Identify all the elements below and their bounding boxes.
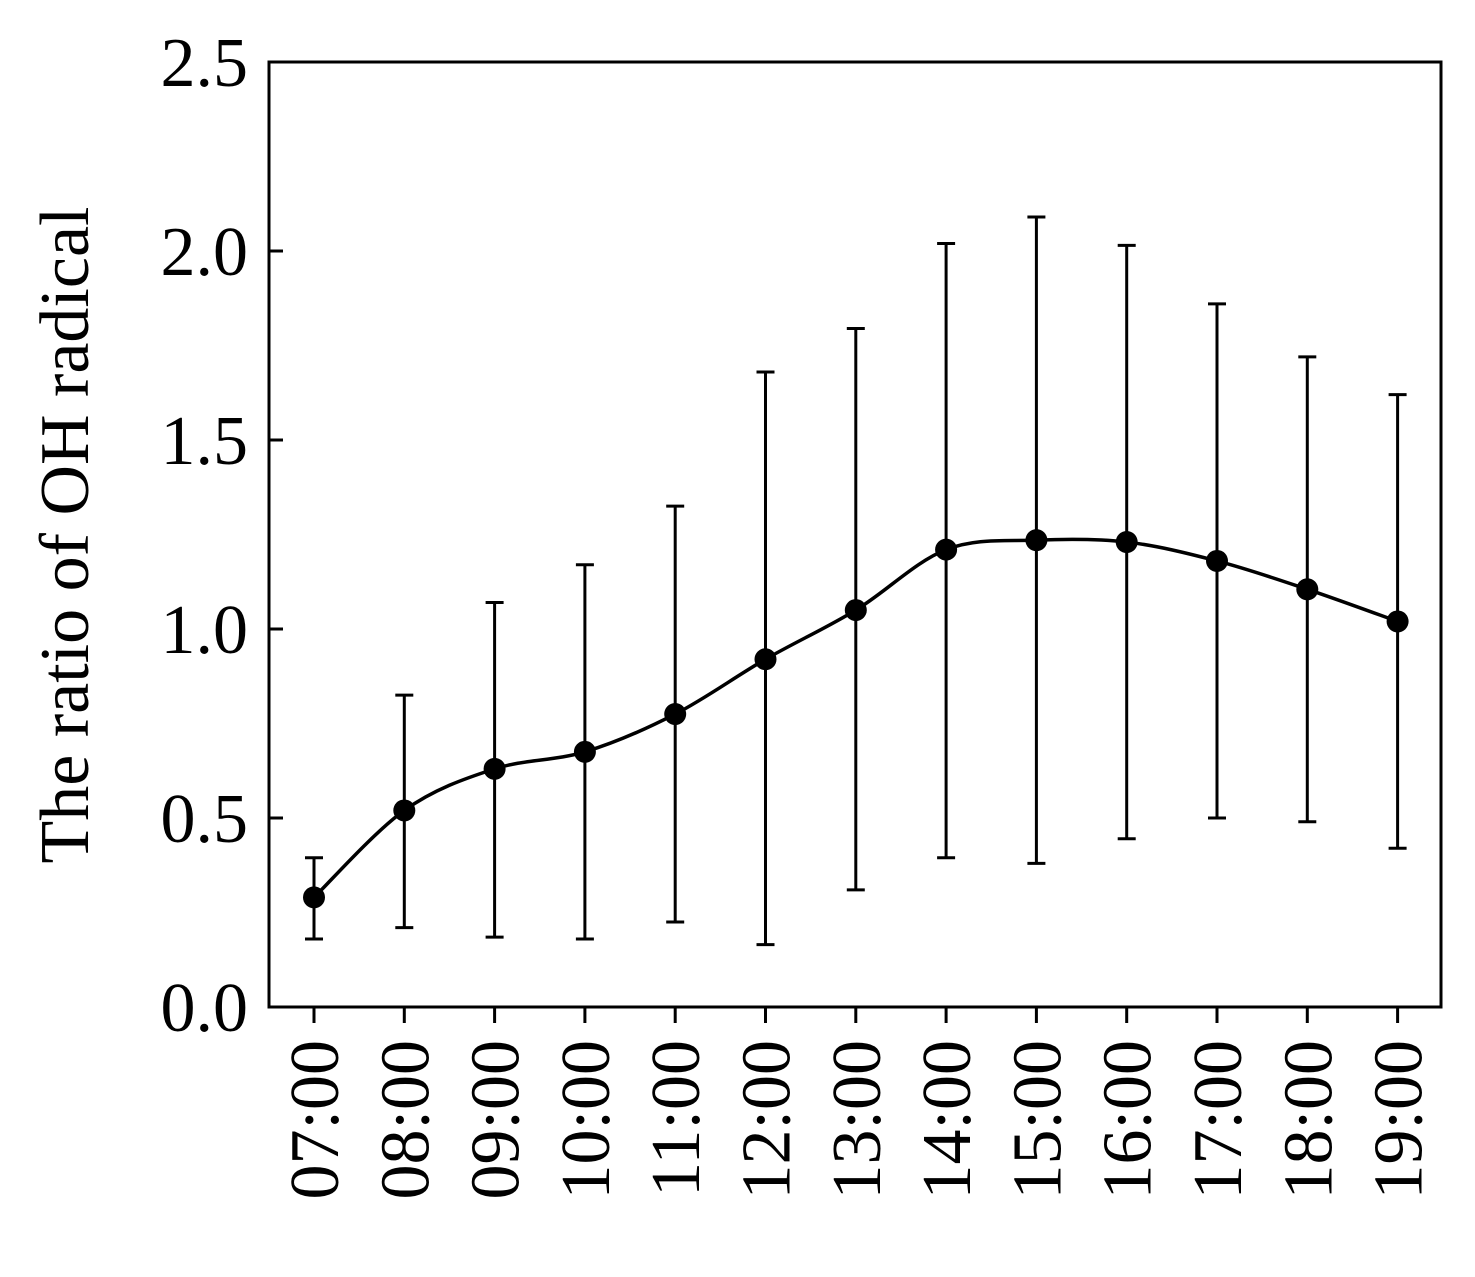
data-point-9 <box>1115 531 1138 554</box>
x-tick-label-10: 17:00 <box>1180 1040 1257 1199</box>
data-point-6 <box>844 599 867 622</box>
x-tick-label-8: 15:00 <box>999 1040 1076 1199</box>
data-points <box>303 529 1409 909</box>
data-point-8 <box>1025 529 1048 552</box>
data-point-5 <box>754 648 777 671</box>
y-axis: 0.0 0.5 1.0 1.5 2.0 2.5 <box>161 25 283 1047</box>
x-tick-label-4: 11:00 <box>638 1040 715 1197</box>
x-axis: 07:00 08:00 09:00 10:00 11:00 12:00 13:00 14:00… <box>277 1007 1438 1199</box>
x-tick-label-11: 18:00 <box>1270 1040 1347 1199</box>
y-axis-label: The ratio of OH radical <box>27 207 104 864</box>
y-tick-label-2: 1.0 <box>161 592 249 669</box>
x-tick-label-9: 16:00 <box>1090 1040 1167 1199</box>
y-tick-label-3: 1.5 <box>161 403 249 480</box>
y-tick-label-4: 2.0 <box>161 214 249 291</box>
data-point-1 <box>393 799 416 822</box>
x-tick-label-3: 10:00 <box>548 1040 625 1199</box>
x-tick-label-7: 14:00 <box>909 1040 986 1199</box>
data-point-3 <box>573 740 596 763</box>
y-tick-label-5: 2.5 <box>161 25 249 102</box>
x-tick-label-5: 12:00 <box>729 1040 806 1199</box>
data-point-12 <box>1386 610 1409 633</box>
y-tick-label-0: 0.0 <box>161 970 249 1047</box>
error-bars <box>305 215 1407 947</box>
x-tick-label-2: 09:00 <box>458 1040 535 1199</box>
data-point-2 <box>483 757 506 780</box>
x-tick-label-1: 08:00 <box>367 1040 444 1199</box>
data-point-4 <box>664 703 687 726</box>
data-point-11 <box>1296 578 1319 601</box>
x-tick-label-0: 07:00 <box>277 1040 354 1199</box>
y-tick-label-1: 0.5 <box>161 781 249 858</box>
x-tick-label-6: 13:00 <box>819 1040 896 1199</box>
data-point-10 <box>1206 549 1228 572</box>
data-point-7 <box>935 538 958 561</box>
x-tick-label-12: 19:00 <box>1361 1040 1438 1199</box>
data-point-0 <box>303 886 325 909</box>
